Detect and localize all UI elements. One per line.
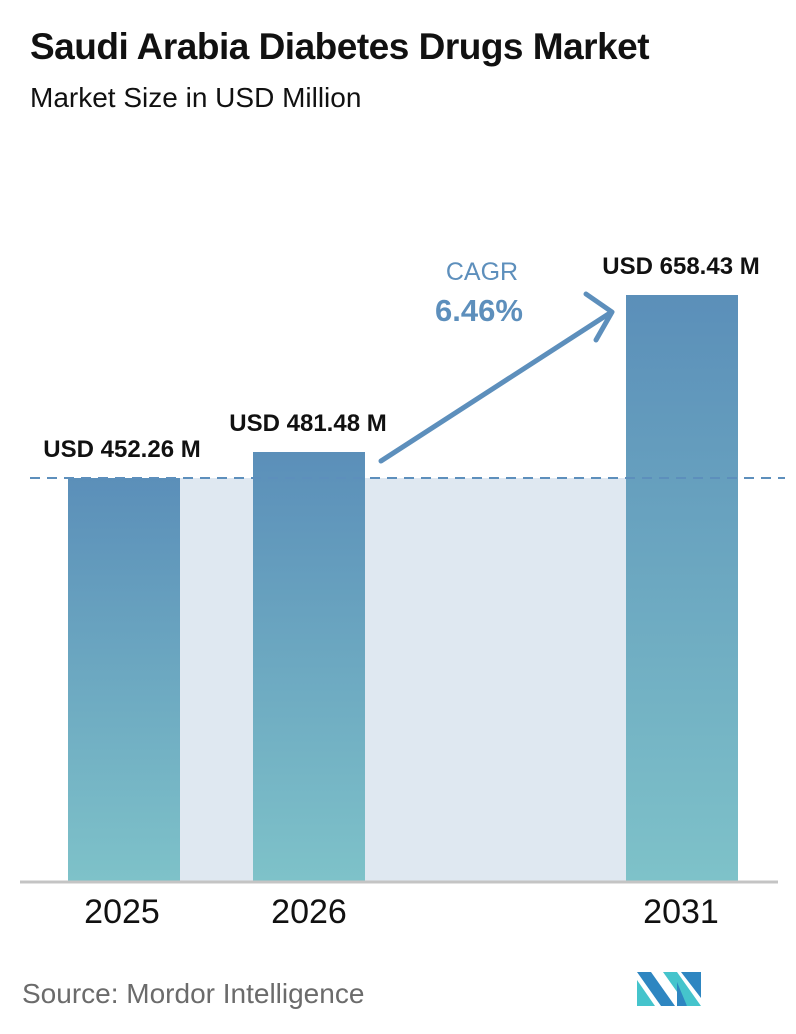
x-tick-2026: 2026 [271, 893, 347, 931]
chart-subtitle: Market Size in USD Million [30, 82, 362, 113]
bar-2031 [626, 295, 738, 881]
bar-2026 [253, 452, 365, 881]
cagr-value: 6.46% [435, 293, 523, 328]
chart-title: Saudi Arabia Diabetes Drugs Market [30, 26, 650, 67]
x-tick-2031: 2031 [643, 893, 719, 931]
reference-band [180, 478, 626, 881]
value-label-2026: USD 481.48 M [229, 410, 387, 437]
bar-2025 [68, 478, 180, 881]
cagr-label: CAGR [445, 258, 519, 286]
cagr-arrow-icon [378, 291, 615, 464]
mordor-intelligence-logo-icon [637, 972, 701, 1006]
value-label-2025: USD 452.26 M [43, 436, 201, 463]
source-text: Source: Mordor Intelligence [22, 978, 365, 1009]
x-tick-2025: 2025 [84, 893, 160, 931]
value-label-2031: USD 658.43 M [602, 253, 760, 280]
